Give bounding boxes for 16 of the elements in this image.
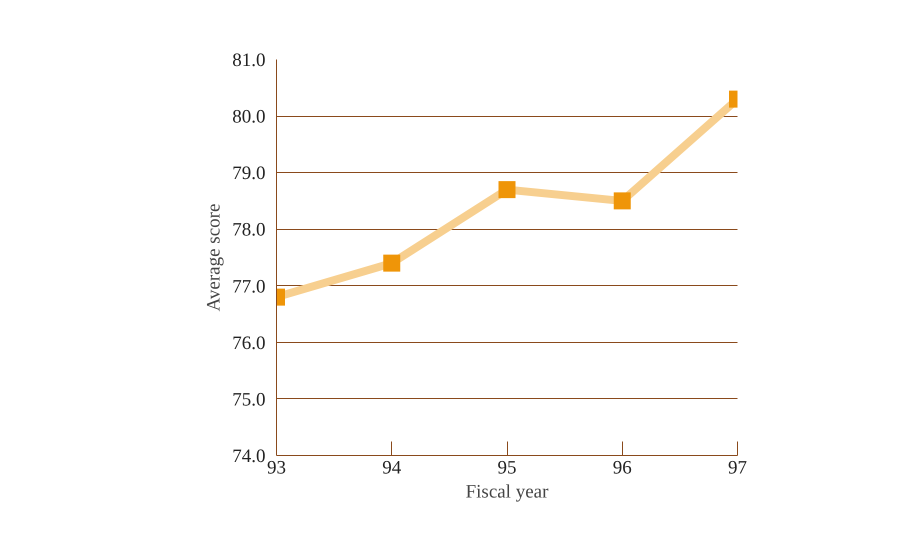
point (498, 181, 516, 198)
y-tick-label: 75.0 (232, 389, 266, 410)
y-tick-label: 77.0 (232, 276, 266, 298)
x-tick-label: 95 (498, 458, 516, 478)
y-tick-label: 76.0 (232, 332, 266, 354)
x-tick-label: 96 (612, 458, 632, 478)
y-tick-label: 79.0 (232, 163, 266, 184)
y-tick-label: 78.0 (232, 220, 266, 241)
y-tick-label: 81.0 (232, 50, 266, 71)
y-tick-label: 80.0 (232, 106, 266, 128)
y-axis-title: Average score (203, 204, 224, 312)
x-tick-label: 93 (267, 458, 286, 478)
x-axis-title: Fiscal year (466, 482, 550, 502)
y-tick-label: 74.0 (232, 446, 266, 467)
x-tick-label: 97 (728, 458, 747, 478)
x-tick-label: 94 (382, 458, 402, 478)
